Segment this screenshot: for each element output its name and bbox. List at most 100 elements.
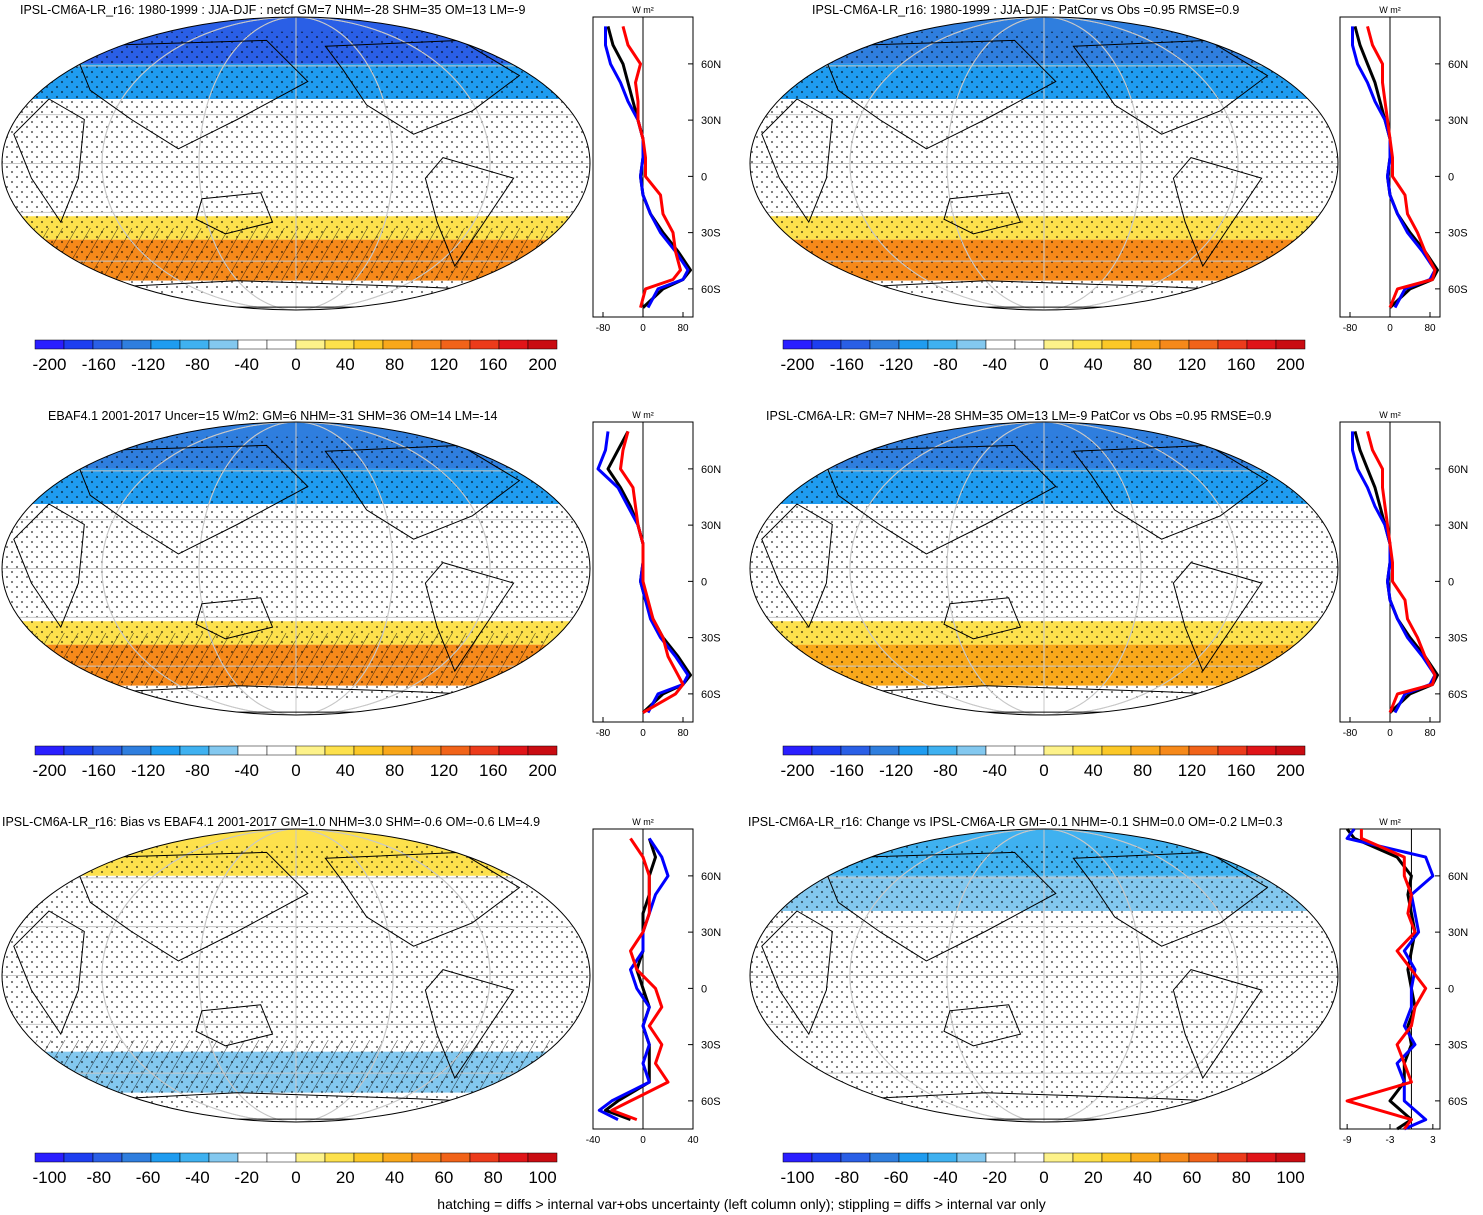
colorbar-label: 20 [336,1168,355,1187]
colorbar-swatch [1072,745,1103,756]
colorbar-swatch [179,1152,210,1163]
colorbar-label: 0 [291,355,300,374]
colorbar-label: -40 [982,355,1007,374]
colorbar-label: -40 [234,761,259,780]
zonal-mean-plot: 60N 30N 0 30S 60S -80 0 80 W m² [592,410,721,739]
colorbar-swatch [498,339,529,350]
coastline [761,503,833,629]
colorbar-label: 40 [385,1168,404,1187]
colorbar-label: -40 [185,1168,210,1187]
colorbar-label: -160 [830,355,864,374]
colorbar-swatch [237,339,268,350]
lat-tick-label: 30N [1448,927,1468,939]
colorbar-swatch [440,745,471,756]
colorbar-label: -80 [87,1168,112,1187]
colorbar-label: -200 [780,355,814,374]
colorbar-label: 40 [1084,761,1103,780]
coastline [71,851,309,962]
coastline [761,910,833,1036]
colorbar-label: -200 [32,761,66,780]
zonal-series-diff [1345,829,1428,1130]
lat-tick-label: 60S [701,689,721,701]
lat-tick-label: 60N [701,464,721,476]
colorbar-swatch [898,745,929,756]
coastline [1172,562,1263,673]
lat-tick-label: 30N [701,115,721,127]
colorbar-label: -120 [131,355,165,374]
coastline [13,98,85,224]
colorbar-label: 20 [1084,1168,1103,1187]
coastline [943,192,1022,235]
graticule-lon [101,17,491,310]
x-tick-label: 80 [1424,728,1436,739]
colorbar-swatch [1043,745,1074,756]
colorbar-swatch [34,1152,65,1163]
colorbar-swatch [92,339,123,350]
panel-title: IPSL-CM6A-LR_r16: Change vs IPSL-CM6A-LR… [748,815,1283,829]
coastline [1172,157,1263,268]
colorbar-label: 120 [430,355,458,374]
colorbar-label: 0 [1039,355,1048,374]
coastline [324,39,521,135]
colorbar-label: 80 [484,1168,503,1187]
colorbar-swatch [469,1152,500,1163]
colorbar-label: 200 [528,355,556,374]
colorbar-swatch [63,1152,94,1163]
colorbar-swatch [34,745,65,756]
x-tick-label: 0 [640,323,646,334]
colorbar-label: 0 [291,1168,300,1187]
colorbar-label: -80 [185,355,210,374]
coastline [819,444,1057,555]
colorbar-swatch [324,1152,355,1163]
colorbar-swatch [1217,1152,1248,1163]
colorbar-swatch [382,745,413,756]
lat-tick-label: 60S [1448,689,1468,701]
colorbar-swatch [353,339,384,350]
colorbar-label: -20 [982,1168,1007,1187]
colorbar-label: -80 [933,761,958,780]
colorbar-label: 40 [336,355,355,374]
colorbar: -100 -80 -60 -40 -20 0 20 40 60 80 100 [780,1152,1306,1187]
zonal-series-obs [597,837,670,1121]
colorbar-swatch [150,745,181,756]
colorbar-label: 80 [1133,761,1152,780]
coastline [761,98,833,224]
colorbar-swatch [1130,745,1161,756]
colorbar-swatch [1014,1152,1045,1163]
map-border [749,16,1339,311]
lat-tick-label: 30S [1448,1040,1468,1052]
colorbar-swatch [150,1152,181,1163]
colorbar-swatch [1043,1152,1074,1163]
map-panel-6 [749,828,1339,1123]
colorbar-label: 120 [430,761,458,780]
coastline [1072,39,1269,135]
coastline [1072,851,1269,947]
lat-tick-label: 30N [1448,520,1468,532]
colorbar-label: 0 [1039,1168,1048,1187]
lat-tick-label: 60N [1448,464,1468,476]
map-panel-3 [1,421,591,716]
colorbar-label: -100 [780,1168,814,1187]
lat-tick-label: 0 [701,576,707,588]
x-tick-label: 3 [1430,1135,1436,1146]
colorbar-label: 80 [385,355,404,374]
colorbar-swatch [295,745,326,756]
colorbar-swatch [63,745,94,756]
colorbar-label: 0 [291,761,300,780]
footer-note: hatching = diffs > internal var+obs unce… [437,1196,1046,1212]
lat-tick-label: 30S [1448,633,1468,645]
x-tick-label: 0 [1387,728,1393,739]
colorbar-swatch [898,339,929,350]
colorbar-label: 80 [1133,355,1152,374]
coastline [71,39,309,150]
x-tick-label: -40 [586,1135,601,1146]
colorbar-label: -20 [234,1168,259,1187]
zonal-mean-plot: 60N 30N 0 30S 60S -80 0 80 W m² [1339,5,1468,334]
colorbar: -200 -160 -120 -80 -40 0 40 80 120 160 200 [32,745,558,780]
coastline [324,444,521,540]
graticule-lon [849,422,1239,715]
colorbar-swatch [1072,1152,1103,1163]
zonal-mean-plot: 60N 30N 0 30S 60S -80 0 80 W m² [1339,410,1468,739]
colorbar-label: -200 [32,355,66,374]
